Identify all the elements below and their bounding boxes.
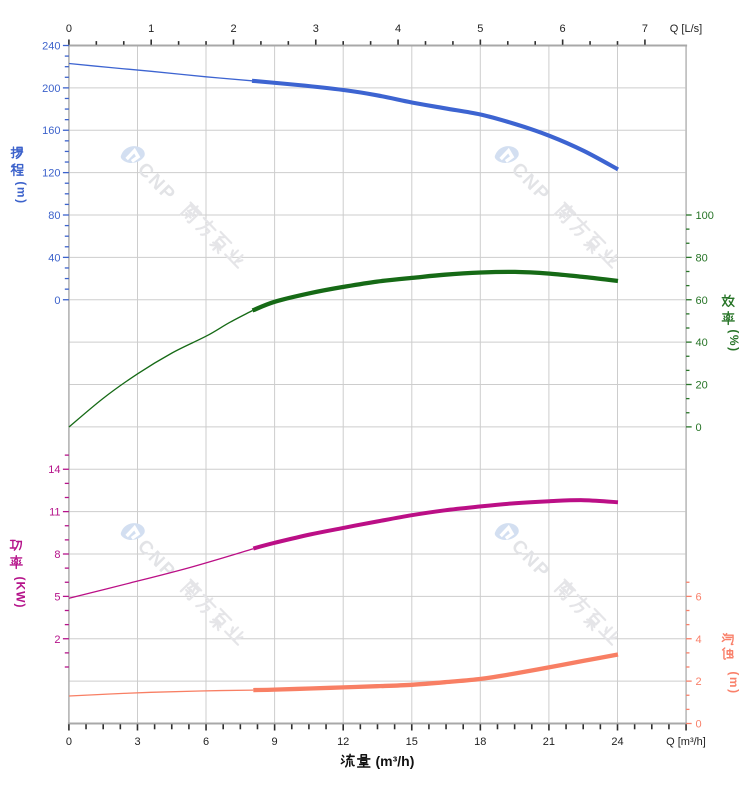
svg-text:2: 2 — [230, 23, 236, 35]
svg-text:7: 7 — [642, 23, 648, 35]
svg-text:2: 2 — [54, 634, 60, 646]
svg-text:0: 0 — [696, 422, 702, 434]
svg-text:(%): (%) — [727, 329, 741, 352]
svg-text:240: 240 — [42, 41, 60, 53]
svg-text:120: 120 — [42, 168, 60, 180]
svg-text:5: 5 — [54, 591, 60, 603]
svg-text:0: 0 — [66, 736, 72, 748]
svg-text:4: 4 — [696, 634, 702, 646]
svg-text:15: 15 — [406, 736, 418, 748]
svg-text:80: 80 — [48, 210, 60, 222]
svg-text:6: 6 — [560, 23, 566, 35]
svg-text:21: 21 — [543, 736, 555, 748]
svg-text:Q [L/s]: Q [L/s] — [670, 23, 702, 35]
svg-text:9: 9 — [272, 736, 278, 748]
svg-text:(m): (m) — [727, 671, 741, 694]
svg-text:(m): (m) — [15, 181, 29, 204]
svg-text:80: 80 — [696, 252, 708, 264]
svg-text:5: 5 — [477, 23, 483, 35]
svg-text:0: 0 — [54, 295, 60, 307]
svg-text:40: 40 — [48, 252, 60, 264]
svg-text:4: 4 — [395, 23, 401, 35]
svg-text:0: 0 — [66, 23, 72, 35]
svg-text:200: 200 — [42, 83, 60, 95]
svg-text:24: 24 — [611, 736, 623, 748]
svg-text:1: 1 — [148, 23, 154, 35]
svg-text:12: 12 — [337, 736, 349, 748]
svg-text:8: 8 — [54, 549, 60, 561]
svg-text:6: 6 — [696, 591, 702, 603]
svg-text:100: 100 — [696, 210, 714, 222]
svg-text:11: 11 — [49, 507, 60, 519]
svg-text:3: 3 — [134, 736, 140, 748]
svg-text:40: 40 — [696, 337, 708, 349]
svg-text:20: 20 — [696, 380, 708, 392]
svg-text:18: 18 — [474, 736, 486, 748]
svg-text:6: 6 — [203, 736, 209, 748]
svg-text:(m³/h): (m³/h) — [376, 753, 415, 769]
svg-text:160: 160 — [42, 125, 60, 137]
svg-text:(KW): (KW) — [14, 577, 28, 609]
svg-text:60: 60 — [696, 295, 708, 307]
svg-text:3: 3 — [313, 23, 319, 35]
svg-text:Q [m³/h]: Q [m³/h] — [666, 736, 706, 748]
svg-text:0: 0 — [696, 719, 702, 731]
svg-text:14: 14 — [48, 464, 60, 476]
svg-text:2: 2 — [696, 676, 702, 688]
